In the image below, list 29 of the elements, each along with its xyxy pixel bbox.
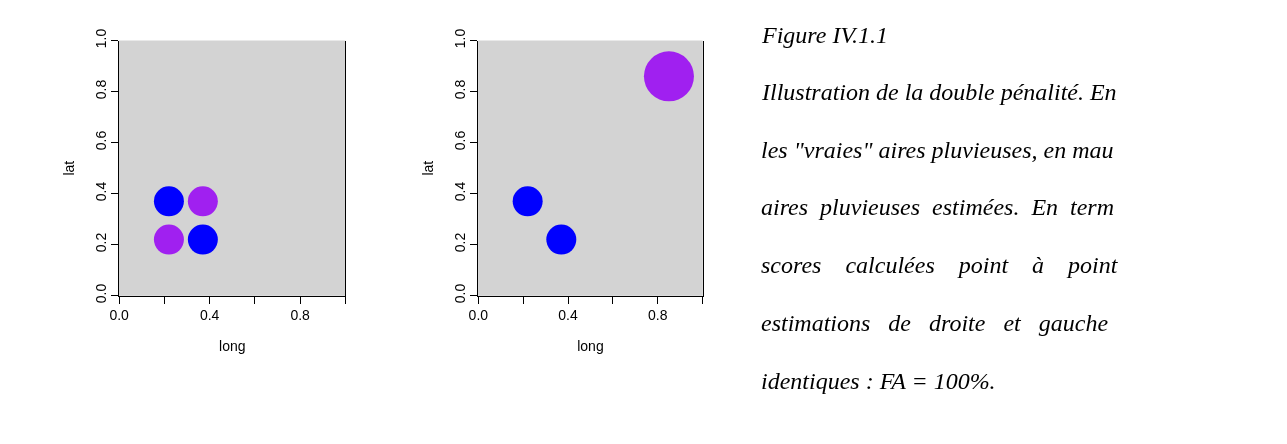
y-tick-label: 0.6: [451, 130, 468, 151]
text: aires pluvieuses estimées. En term: [761, 194, 1115, 220]
text: Figure IV.1.1: [761, 22, 888, 48]
y-tick-label: 0.8: [92, 79, 109, 100]
text: les "vraies" aires pluvieuses, en mau: [761, 137, 1114, 163]
y-tick-label: 0.0: [92, 283, 109, 304]
y-tick-label: 0.4: [92, 181, 109, 202]
x-tick-label: 0.0: [468, 307, 489, 324]
x-tick-label: 0.8: [648, 307, 668, 324]
y-tick-label: 0.6: [92, 130, 109, 151]
y-tick-label: 0.4: [451, 181, 468, 202]
text: identiques : FA = 100%.: [761, 368, 996, 394]
y-axis-title: lat: [420, 160, 437, 176]
y-tick-label: 0.8: [451, 79, 468, 100]
x-axis-title: long: [219, 337, 246, 354]
y-tick-label: 0.2: [451, 232, 468, 253]
y-tick-label: 0.2: [92, 232, 109, 253]
x-tick-label: 0.0: [109, 307, 130, 324]
x-tick-label: 0.4: [199, 307, 220, 324]
x-tick-label: 0.8: [290, 307, 311, 324]
y-axis-title: lat: [61, 160, 78, 176]
x-tick-label: 0.4: [558, 307, 578, 324]
text: estimations de droite et gauche: [761, 310, 1109, 336]
text: Illustration de la double pénalité. En: [761, 79, 1117, 105]
text: scores calculées point à point: [761, 252, 1119, 278]
y-tick-label: 1.0: [451, 28, 468, 49]
y-tick-label: 0.0: [451, 283, 468, 304]
x-axis-title: long: [577, 337, 604, 354]
y-tick-label: 1.0: [92, 28, 109, 49]
